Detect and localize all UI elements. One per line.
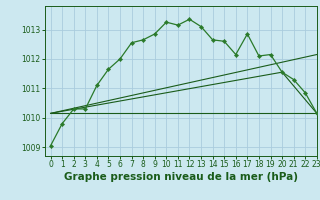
X-axis label: Graphe pression niveau de la mer (hPa): Graphe pression niveau de la mer (hPa): [64, 172, 298, 182]
